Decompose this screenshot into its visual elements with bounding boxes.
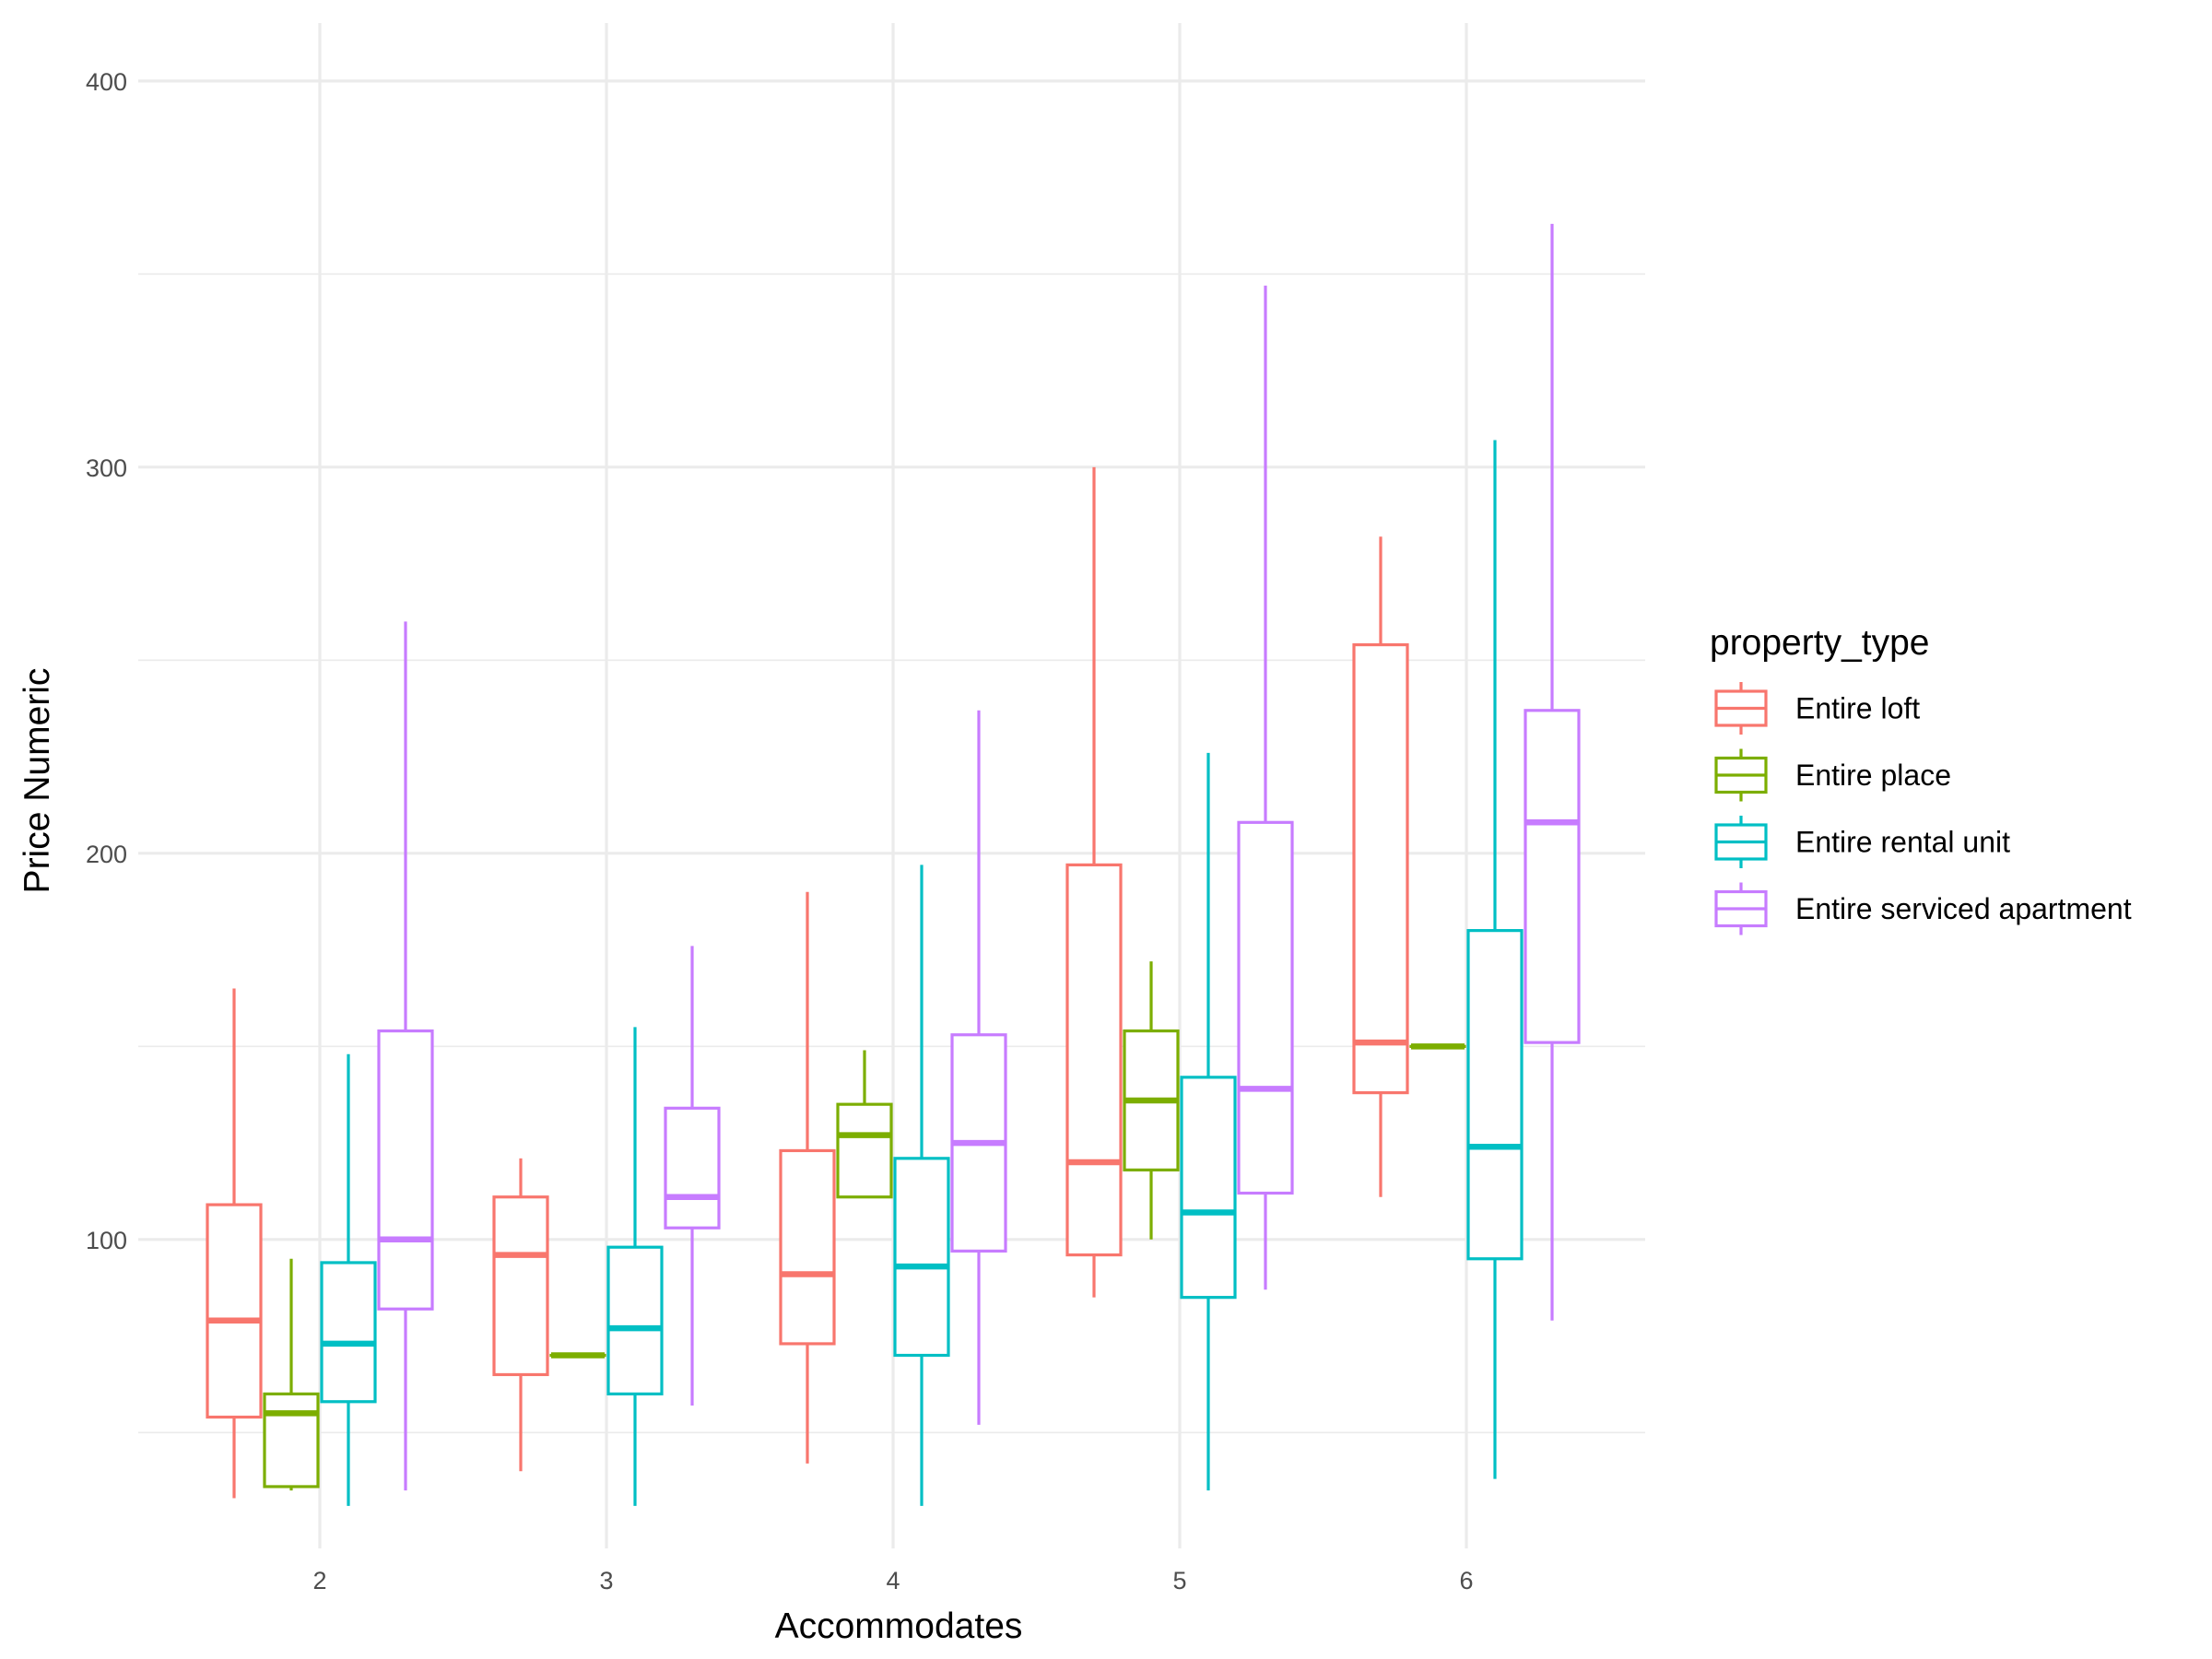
box-entire-place-5 — [1123, 961, 1180, 1240]
box-plots — [206, 223, 1581, 1506]
box-entire-rental-unit-3 — [606, 1027, 664, 1506]
legend-item: Entire rental unit — [1714, 816, 2010, 868]
box-body — [836, 1102, 893, 1199]
box-entire-rental-unit-6 — [1466, 440, 1524, 1479]
box-entire-rental-unit-4 — [893, 865, 950, 1506]
box-entire-serviced-apartment-5 — [1237, 285, 1294, 1290]
legend-label: Entire rental unit — [1795, 826, 2010, 859]
box-entire-serviced-apartment-3 — [664, 946, 721, 1406]
box-entire-loft-3 — [492, 1158, 549, 1472]
legend-label: Entire place — [1795, 759, 1951, 792]
x-axis-title: Accommodates — [775, 1606, 1023, 1646]
box-body — [1466, 929, 1524, 1261]
box-entire-serviced-apartment-6 — [1524, 223, 1581, 1321]
box-body — [1524, 709, 1581, 1044]
box-body — [664, 1106, 721, 1230]
box-entire-serviced-apartment-4 — [950, 710, 1007, 1425]
x-tick-label: 2 — [312, 1567, 326, 1594]
legend-item: Entire place — [1714, 748, 1951, 802]
box-entire-loft-4 — [779, 891, 836, 1464]
x-tick-label: 6 — [1459, 1567, 1473, 1594]
legend-items: Entire loft Entire place Entire rental uni… — [1714, 682, 2132, 935]
x-tick-label: 3 — [599, 1567, 613, 1594]
box-body — [377, 1029, 434, 1311]
box-body — [1180, 1076, 1237, 1300]
box-entire-loft-5 — [1065, 466, 1123, 1298]
box-body — [1065, 863, 1123, 1257]
box-body — [779, 1148, 836, 1346]
box-entire-place-2 — [263, 1258, 320, 1491]
box-entire-loft-2 — [206, 988, 263, 1499]
legend-label: Entire serviced apartment — [1795, 892, 2132, 925]
y-tick-label: 100 — [86, 1227, 127, 1254]
grid-lines — [138, 23, 1645, 1548]
legend-item: Entire loft — [1714, 682, 1920, 735]
box-body — [1352, 642, 1409, 1095]
box-entire-serviced-apartment-2 — [377, 621, 434, 1491]
box-entire-rental-unit-5 — [1180, 752, 1237, 1491]
y-tick-label: 200 — [86, 841, 127, 868]
x-tick-label: 4 — [886, 1567, 900, 1594]
box-body — [263, 1392, 320, 1488]
legend-label: Entire loft — [1795, 692, 1920, 725]
legend-title: property_type — [1710, 623, 1929, 663]
box-body — [606, 1245, 664, 1396]
box-entire-rental-unit-2 — [320, 1053, 377, 1506]
y-tick-label: 300 — [86, 454, 127, 482]
axis-tick-labels: 100 200 300 400 2 3 4 5 6 — [86, 68, 1474, 1594]
box-entire-place-4 — [836, 1050, 893, 1199]
box-body — [893, 1157, 950, 1358]
y-tick-label: 400 — [86, 68, 127, 96]
x-tick-label: 5 — [1172, 1567, 1186, 1594]
box-body — [1237, 820, 1294, 1195]
legend-item: Entire serviced apartment — [1714, 882, 2132, 935]
box-body — [206, 1203, 263, 1419]
y-axis-title: Price Numeric — [18, 668, 57, 894]
box-entire-loft-6 — [1352, 536, 1409, 1197]
box-body — [320, 1261, 377, 1404]
box-body — [492, 1195, 549, 1377]
